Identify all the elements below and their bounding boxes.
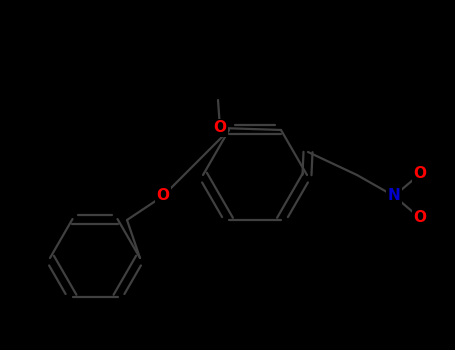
Text: N: N xyxy=(388,189,400,203)
Text: O: O xyxy=(213,120,227,135)
Text: O: O xyxy=(414,167,426,182)
Text: O: O xyxy=(157,189,170,203)
Text: O: O xyxy=(414,210,426,225)
